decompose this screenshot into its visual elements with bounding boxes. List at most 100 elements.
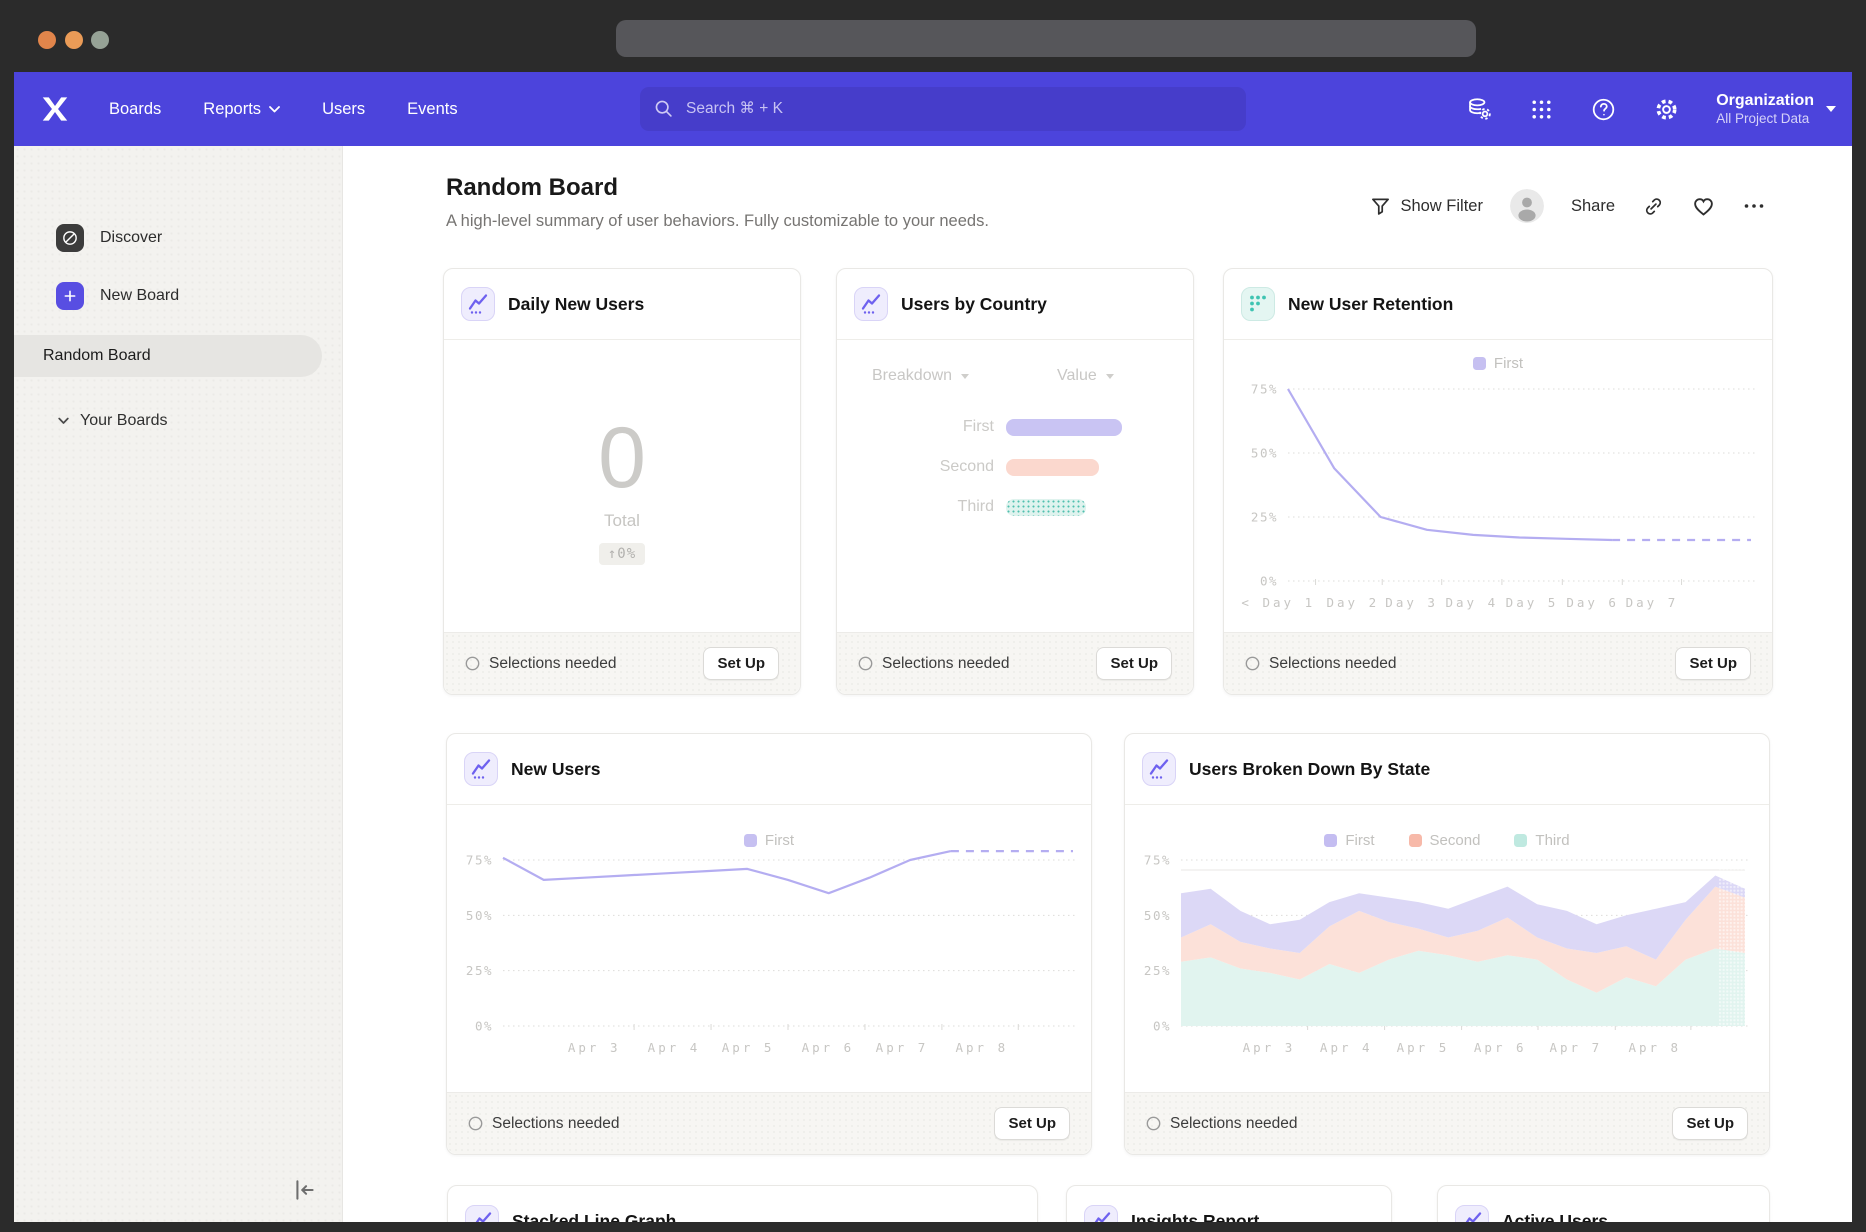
status-circle-icon xyxy=(468,1116,483,1131)
svg-text:75%: 75% xyxy=(1251,382,1278,397)
selections-status: Selections needed xyxy=(465,655,617,673)
page-subtitle: A high-level summary of user behaviors. … xyxy=(446,212,989,230)
svg-text:Day 4: Day 4 xyxy=(1445,595,1498,610)
plus-icon xyxy=(56,282,84,310)
svg-text:Apr 8: Apr 8 xyxy=(1628,1040,1681,1055)
window-minimize-button[interactable] xyxy=(65,31,83,49)
sidebar-section-your-boards[interactable]: Your Boards xyxy=(58,412,167,430)
stacked-area-chart: 75% 50% 25% 0% Apr 3 Apr 4 Apr 5 Apr 6 Apr 7 Apr … xyxy=(1125,850,1771,1067)
board-actions: Show Filter Share xyxy=(1370,186,1766,226)
svg-text:Apr 3: Apr 3 xyxy=(1243,1040,1296,1055)
card-stacked-line-graph: Stacked Line Graph xyxy=(447,1185,1038,1222)
value-dropdown[interactable]: Value xyxy=(1057,367,1114,385)
line-chart-icon xyxy=(854,287,888,321)
country-bar-rows: First Second Third xyxy=(837,407,1193,527)
svg-text:Apr 6: Apr 6 xyxy=(1474,1040,1527,1055)
svg-text:0%: 0% xyxy=(475,1019,493,1034)
organization-switcher[interactable]: Organization All Project Data xyxy=(1716,91,1836,128)
chevron-down-icon xyxy=(58,417,69,424)
search-input[interactable] xyxy=(684,99,1232,119)
bar-row: Second xyxy=(837,447,1193,487)
svg-text:Apr 3: Apr 3 xyxy=(568,1040,621,1055)
card-footer: Selections needed Set Up xyxy=(837,632,1193,694)
help-icon[interactable] xyxy=(1590,96,1617,123)
card-new-users: New Users First 75% 50% 25% 0% Apr 3 Apr 4 Apr… xyxy=(446,733,1092,1155)
metric-value: 0 xyxy=(598,410,646,507)
favorite-heart-icon[interactable] xyxy=(1692,195,1715,218)
card-footer: Selections needed Set Up xyxy=(447,1092,1091,1154)
apps-grid-icon[interactable] xyxy=(1529,97,1554,122)
card-users-by-country: Users by Country Breakdown Value First S… xyxy=(836,268,1194,695)
bar xyxy=(1006,418,1122,436)
sidebar-item-discover[interactable]: Discover xyxy=(56,224,162,252)
card-title: Daily New Users xyxy=(508,293,645,314)
url-bar[interactable] xyxy=(616,20,1476,57)
page-title: Random Board xyxy=(446,174,619,201)
retention-grid-icon xyxy=(1241,287,1275,321)
line-chart-icon xyxy=(1142,752,1176,786)
card-title: Insights Report xyxy=(1131,1211,1260,1222)
svg-text:0%: 0% xyxy=(1260,574,1278,589)
line-chart-icon xyxy=(465,1204,499,1222)
svg-text:50%: 50% xyxy=(1251,446,1278,461)
card-title: Users Broken Down By State xyxy=(1189,758,1431,779)
status-circle-icon xyxy=(858,656,873,671)
line-chart-icon xyxy=(461,287,495,321)
avatar[interactable] xyxy=(1509,189,1544,223)
window-close-button[interactable] xyxy=(38,31,56,49)
setup-button[interactable]: Set Up xyxy=(1675,647,1751,680)
setup-button[interactable]: Set Up xyxy=(703,647,779,680)
sidebar: Discover New Board Pinned Random Board xyxy=(14,146,343,1222)
svg-text:Apr 5: Apr 5 xyxy=(1397,1040,1450,1055)
settings-gear-icon[interactable] xyxy=(1653,96,1680,123)
chart-legend: First Second Third xyxy=(1125,832,1769,849)
sidebar-collapse-button[interactable] xyxy=(292,1177,318,1208)
nav-item-events[interactable]: Events xyxy=(407,99,458,118)
card-title: New User Retention xyxy=(1288,293,1454,314)
share-button[interactable]: Share xyxy=(1570,196,1615,215)
svg-text:50%: 50% xyxy=(466,908,493,923)
svg-text:50%: 50% xyxy=(1144,908,1171,923)
chart-legend: First xyxy=(1224,355,1772,372)
window-zoom-button[interactable] xyxy=(91,31,109,49)
selections-status: Selections needed xyxy=(858,655,1010,673)
nav-item-boards[interactable]: Boards xyxy=(109,99,162,118)
svg-text:25%: 25% xyxy=(466,963,493,978)
show-filter-button[interactable]: Show Filter xyxy=(1370,196,1483,217)
card-new-user-retention: New User Retention First 75% 50% 25% 0% < Da… xyxy=(1223,268,1773,695)
sidebar-item-random-board[interactable]: Random Board xyxy=(14,335,322,377)
setup-button[interactable]: Set Up xyxy=(1672,1107,1748,1140)
global-search[interactable] xyxy=(640,87,1246,131)
nav-item-users[interactable]: Users xyxy=(322,99,366,118)
svg-text:Apr 4: Apr 4 xyxy=(1320,1040,1373,1055)
sidebar-item-new-board[interactable]: New Board xyxy=(56,282,179,310)
svg-text:Day 2: Day 2 xyxy=(1326,595,1379,610)
data-management-icon[interactable] xyxy=(1466,96,1493,123)
metric-label: Total xyxy=(604,510,640,530)
card-footer: Selections needed Set Up xyxy=(1224,632,1772,694)
svg-text:Day 5: Day 5 xyxy=(1506,595,1559,610)
svg-text:Day 7: Day 7 xyxy=(1626,595,1679,610)
bar-row: First xyxy=(837,407,1193,447)
svg-text:25%: 25% xyxy=(1251,510,1278,525)
more-options-icon[interactable] xyxy=(1742,194,1766,218)
svg-text:Apr 4: Apr 4 xyxy=(648,1040,701,1055)
bar xyxy=(1006,498,1086,516)
svg-text:Apr 8: Apr 8 xyxy=(955,1040,1008,1055)
svg-text:< Day 1: < Day 1 xyxy=(1241,595,1315,610)
svg-text:75%: 75% xyxy=(466,853,493,868)
chart-legend: First xyxy=(447,832,1091,849)
app-window: Boards Reports Users Events xyxy=(14,72,1852,1222)
breakdown-dropdown[interactable]: Breakdown xyxy=(872,367,970,385)
new-users-chart: 75% 50% 25% 0% Apr 3 Apr 4 Apr 5 Apr 6 Apr 7 Apr … xyxy=(447,850,1093,1067)
svg-text:Day 6: Day 6 xyxy=(1566,595,1619,610)
copy-link-icon[interactable] xyxy=(1642,195,1665,218)
chevron-down-icon xyxy=(269,105,280,112)
board-link-label: Random Board xyxy=(43,347,151,364)
setup-button[interactable]: Set Up xyxy=(994,1107,1070,1140)
mixpanel-logo-icon[interactable] xyxy=(41,95,69,123)
setup-button[interactable]: Set Up xyxy=(1096,647,1172,680)
card-title: Users by Country xyxy=(901,293,1047,314)
nav-item-reports[interactable]: Reports xyxy=(203,100,280,119)
